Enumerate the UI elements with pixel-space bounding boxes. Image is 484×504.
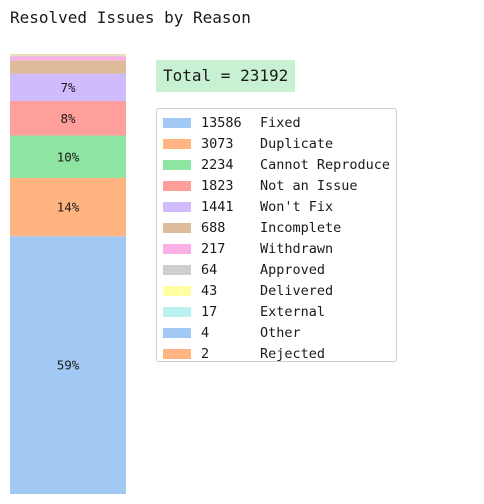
chart-title: Resolved Issues by Reason bbox=[10, 8, 251, 27]
legend-label-4: Not an Issue bbox=[260, 178, 358, 194]
legend-label-10: External bbox=[260, 304, 326, 320]
legend-label-7: Withdrawn bbox=[260, 241, 334, 257]
legend-count-5: 1441 bbox=[201, 199, 234, 215]
legend-label-6: Incomplete bbox=[260, 220, 342, 236]
bar-segment-5 bbox=[10, 73, 126, 101]
chart-legend: 13586 Fixed 3073 Duplicate 2234 Cannot Reprod… bbox=[156, 108, 397, 362]
legend-swatch-4 bbox=[163, 181, 191, 191]
legend-count-6: 688 bbox=[201, 220, 226, 236]
legend-swatch-3 bbox=[163, 160, 191, 170]
legend-count-4: 1823 bbox=[201, 178, 234, 194]
legend-count-8: 64 bbox=[201, 262, 218, 278]
legend-label-12: Rejected bbox=[260, 346, 326, 362]
legend-label-11: Other bbox=[260, 325, 301, 341]
bar-percent-label-2: 14% bbox=[57, 200, 80, 215]
legend-swatch-12 bbox=[163, 349, 191, 359]
bar-percent-label-4: 8% bbox=[60, 111, 76, 126]
bar-segment-3 bbox=[10, 135, 126, 178]
legend-swatch-8 bbox=[163, 265, 191, 275]
bar-percent-label-3: 10% bbox=[57, 149, 80, 164]
legend-swatch-5 bbox=[163, 202, 191, 212]
legend-swatch-7 bbox=[163, 244, 191, 254]
legend-label-8: Approved bbox=[260, 262, 326, 278]
legend-count-1: 13586 bbox=[201, 115, 242, 131]
legend-label-1: Fixed bbox=[260, 115, 301, 131]
legend-count-2: 3073 bbox=[201, 136, 234, 152]
bar-segment-9 bbox=[10, 54, 126, 56]
legend-label-2: Duplicate bbox=[260, 136, 334, 152]
bar-segment-6 bbox=[10, 60, 126, 74]
bar-segment-7 bbox=[10, 56, 126, 61]
legend-count-12: 2 bbox=[201, 346, 210, 362]
legend-swatch-1 bbox=[163, 118, 191, 128]
bar-percent-label-1: 59% bbox=[57, 358, 80, 373]
legend-swatch-6 bbox=[163, 223, 191, 233]
legend-count-10: 17 bbox=[201, 304, 218, 320]
legend-swatch-11 bbox=[163, 328, 191, 338]
bar-segments bbox=[10, 54, 126, 494]
legend-label-9: Delivered bbox=[260, 283, 334, 299]
bar-segment-4 bbox=[10, 100, 126, 136]
legend-count-9: 43 bbox=[201, 283, 218, 299]
bar-percent-labels: 59% 14% 10% 8% 7% bbox=[57, 80, 80, 373]
bar-percent-label-5: 7% bbox=[60, 80, 76, 95]
bar-segment-12 bbox=[10, 54, 126, 55]
legend-count-3: 2234 bbox=[201, 157, 234, 173]
total-badge: Total = 23192 bbox=[156, 60, 296, 92]
legend-label-5: Won't Fix bbox=[260, 199, 334, 215]
legend-swatch-10 bbox=[163, 307, 191, 317]
legend-count-11: 4 bbox=[201, 325, 210, 341]
bar-segment-1 bbox=[10, 236, 126, 494]
legend-swatch-2 bbox=[163, 139, 191, 149]
bar-segment-2 bbox=[10, 177, 126, 237]
legend-count-7: 217 bbox=[201, 241, 226, 257]
legend-label-3: Cannot Reproduce bbox=[260, 157, 391, 173]
bar-segment-8 bbox=[10, 55, 126, 57]
legend-swatch-9 bbox=[163, 286, 191, 296]
